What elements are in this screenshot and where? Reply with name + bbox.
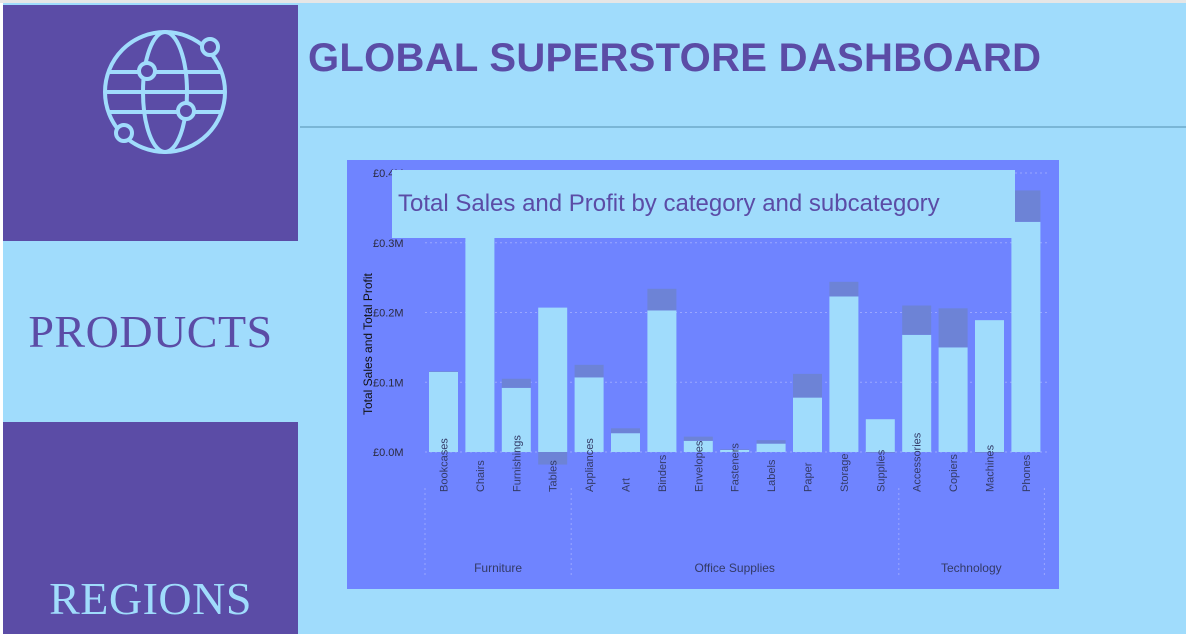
x-tick-label: Envelopes <box>693 440 705 492</box>
sales-bar <box>429 371 458 452</box>
profit-bar <box>574 364 604 378</box>
title-divider <box>300 126 1186 128</box>
y-tick-label: £0.2M <box>373 308 404 320</box>
profit-bar <box>975 452 1004 453</box>
profit-bar <box>720 449 750 450</box>
profit-bar <box>429 371 458 372</box>
profit-bar <box>829 281 859 297</box>
globe-panel <box>3 5 298 241</box>
dashboard-title: GLOBAL SUPERSTORE DASHBOARD <box>308 36 1042 80</box>
sales-bar <box>902 334 932 452</box>
x-tick-label: Paper <box>803 462 815 492</box>
sales-bar <box>465 221 495 452</box>
sales-bar <box>938 347 968 452</box>
globe-network-icon <box>103 30 227 154</box>
x-tick-label: Fasteners <box>730 443 742 492</box>
x-tick-label: Storage <box>839 453 851 492</box>
profit-bar <box>611 428 640 434</box>
group-label: Office Supplies <box>694 561 775 575</box>
x-tick-label: Phones <box>1021 454 1033 492</box>
profit-bar <box>1011 190 1041 222</box>
y-tick-label: £0.0M <box>373 447 404 459</box>
profit-bar <box>902 305 932 335</box>
x-tick-label: Appliances <box>584 438 596 492</box>
sales-bar <box>720 449 750 452</box>
x-tick-label: Binders <box>657 454 669 492</box>
profit-bar <box>501 378 531 388</box>
regions-nav-tile[interactable]: REGIONS <box>3 422 298 634</box>
sales-bar <box>756 443 786 452</box>
profit-bar <box>865 452 895 453</box>
y-tick-label: £0.3M <box>373 238 404 250</box>
x-tick-label: Accessories <box>912 432 924 492</box>
group-label: Technology <box>941 561 1002 575</box>
x-tick-label: Art <box>621 478 633 492</box>
x-tick-label: Furnishings <box>511 435 523 492</box>
y-tick-label: £0.1M <box>373 377 404 389</box>
profit-bar <box>938 308 968 348</box>
x-tick-label: Bookcases <box>439 438 451 492</box>
x-tick-label: Tables <box>548 460 560 492</box>
x-tick-label: Supplies <box>875 449 887 492</box>
chart-title: Total Sales and Profit by category and s… <box>398 190 940 217</box>
products-nav-tile[interactable]: PRODUCTS <box>3 241 298 422</box>
chart-title-box: Total Sales and Profit by category and s… <box>392 170 1015 238</box>
profit-bar <box>793 373 822 398</box>
profit-bar <box>683 436 713 441</box>
x-tick-label: Copiers <box>948 454 960 492</box>
sales-bar <box>647 310 677 452</box>
profit-bar <box>756 440 786 444</box>
top-border <box>0 0 1186 3</box>
left-edge <box>0 3 3 634</box>
sales-bar <box>501 387 531 452</box>
sales-bar <box>793 397 822 452</box>
profit-bar <box>647 288 677 311</box>
products-label: PRODUCTS <box>28 306 273 357</box>
sales-bar <box>574 377 604 452</box>
x-tick-label: Labels <box>766 459 778 492</box>
sales-bar <box>683 440 713 452</box>
profit-bar <box>538 452 568 465</box>
sales-bar <box>865 419 895 452</box>
sales-profit-chart[interactable]: £0.0M £0.1M £0.2M £0.3M £0.4M Bookcases Chairs… <box>347 160 1059 589</box>
sales-bar <box>611 433 640 452</box>
sales-bar <box>538 307 568 452</box>
sales-bar <box>975 320 1004 452</box>
sales-bar <box>829 296 859 452</box>
group-label: Furniture <box>474 561 522 575</box>
y-axis-label: Total Sales and Total Profit <box>361 273 375 415</box>
x-tick-label: Machines <box>985 444 997 492</box>
x-tick-label: Chairs <box>475 460 487 492</box>
regions-label: REGIONS <box>49 573 252 624</box>
sales-bar <box>1011 221 1041 452</box>
